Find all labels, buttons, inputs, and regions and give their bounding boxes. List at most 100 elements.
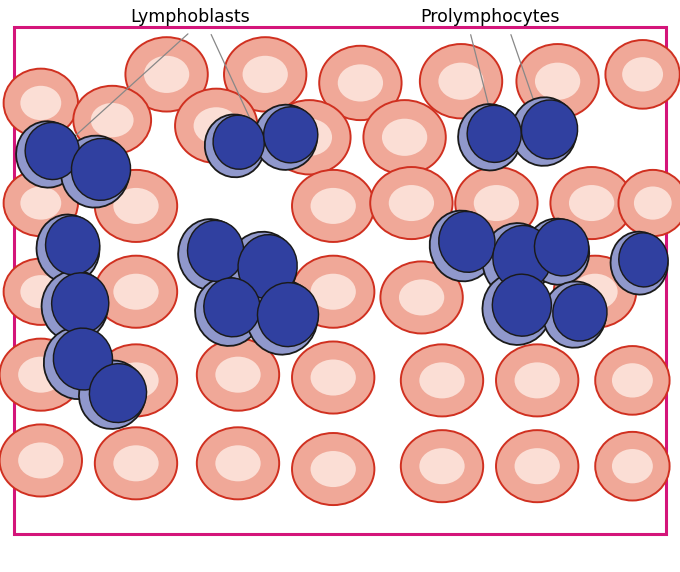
Ellipse shape <box>204 278 260 337</box>
Ellipse shape <box>258 283 318 347</box>
Ellipse shape <box>3 170 78 236</box>
Ellipse shape <box>619 233 668 287</box>
Ellipse shape <box>0 339 82 411</box>
Ellipse shape <box>95 427 177 499</box>
Ellipse shape <box>430 210 495 281</box>
Ellipse shape <box>595 346 670 415</box>
Ellipse shape <box>550 167 633 239</box>
Ellipse shape <box>569 185 614 221</box>
Ellipse shape <box>197 427 279 499</box>
Ellipse shape <box>287 119 332 156</box>
Ellipse shape <box>264 107 318 163</box>
Ellipse shape <box>3 69 78 137</box>
Ellipse shape <box>573 274 617 310</box>
Ellipse shape <box>595 432 670 500</box>
Ellipse shape <box>522 100 577 159</box>
Ellipse shape <box>420 448 464 484</box>
Ellipse shape <box>515 448 560 484</box>
Ellipse shape <box>496 344 579 416</box>
Ellipse shape <box>20 86 61 120</box>
Ellipse shape <box>554 256 636 328</box>
Ellipse shape <box>114 363 158 398</box>
Ellipse shape <box>224 37 307 112</box>
Ellipse shape <box>420 363 464 398</box>
Ellipse shape <box>605 40 680 109</box>
Ellipse shape <box>292 170 375 242</box>
Ellipse shape <box>455 167 538 239</box>
Ellipse shape <box>363 100 446 174</box>
Ellipse shape <box>534 219 589 276</box>
Ellipse shape <box>311 359 356 396</box>
Ellipse shape <box>52 273 109 334</box>
Ellipse shape <box>389 185 434 221</box>
Ellipse shape <box>227 232 296 306</box>
Ellipse shape <box>492 274 551 336</box>
Ellipse shape <box>125 37 208 112</box>
Ellipse shape <box>25 122 80 180</box>
Bar <box>14 27 666 534</box>
Text: Prolymphocytes: Prolymphocytes <box>420 8 560 26</box>
Ellipse shape <box>254 105 317 170</box>
Ellipse shape <box>474 185 519 221</box>
Ellipse shape <box>3 259 78 325</box>
Ellipse shape <box>95 170 177 242</box>
Ellipse shape <box>114 445 158 482</box>
Ellipse shape <box>114 188 158 224</box>
Ellipse shape <box>205 114 265 177</box>
Ellipse shape <box>439 63 483 100</box>
Ellipse shape <box>612 363 653 398</box>
Ellipse shape <box>79 360 146 429</box>
Ellipse shape <box>611 232 668 295</box>
Ellipse shape <box>292 341 375 414</box>
Ellipse shape <box>238 235 297 299</box>
Ellipse shape <box>634 186 672 220</box>
Ellipse shape <box>175 89 258 163</box>
Ellipse shape <box>553 284 607 341</box>
Ellipse shape <box>18 443 63 478</box>
Ellipse shape <box>20 186 61 220</box>
Ellipse shape <box>195 277 260 346</box>
Ellipse shape <box>292 433 375 505</box>
Ellipse shape <box>46 216 100 275</box>
Ellipse shape <box>20 275 61 308</box>
Ellipse shape <box>420 44 503 118</box>
Ellipse shape <box>370 167 453 239</box>
Ellipse shape <box>178 219 243 290</box>
Ellipse shape <box>483 273 551 345</box>
Ellipse shape <box>382 119 427 156</box>
Ellipse shape <box>622 57 663 92</box>
Ellipse shape <box>467 105 522 162</box>
Ellipse shape <box>399 280 444 315</box>
Ellipse shape <box>216 445 260 482</box>
Ellipse shape <box>619 170 680 236</box>
Ellipse shape <box>114 274 158 310</box>
Ellipse shape <box>516 44 599 118</box>
Ellipse shape <box>18 357 63 393</box>
Ellipse shape <box>37 214 99 283</box>
Ellipse shape <box>41 271 108 341</box>
Ellipse shape <box>319 46 402 120</box>
Ellipse shape <box>311 188 356 224</box>
Ellipse shape <box>496 430 579 502</box>
Ellipse shape <box>71 138 131 200</box>
Ellipse shape <box>535 63 580 100</box>
Ellipse shape <box>268 100 351 174</box>
Ellipse shape <box>16 121 79 188</box>
Ellipse shape <box>188 220 243 281</box>
Ellipse shape <box>95 344 177 416</box>
Ellipse shape <box>194 108 239 144</box>
Ellipse shape <box>311 274 356 310</box>
Ellipse shape <box>73 86 151 154</box>
Ellipse shape <box>401 344 483 416</box>
Ellipse shape <box>61 136 130 208</box>
Text: Lymphoblasts: Lymphoblasts <box>130 8 250 26</box>
Ellipse shape <box>144 55 189 93</box>
Ellipse shape <box>89 364 147 423</box>
Ellipse shape <box>95 256 177 328</box>
Ellipse shape <box>612 449 653 483</box>
Ellipse shape <box>292 256 375 328</box>
Ellipse shape <box>53 328 112 390</box>
Ellipse shape <box>216 357 260 393</box>
Ellipse shape <box>380 261 463 333</box>
Ellipse shape <box>338 65 383 102</box>
